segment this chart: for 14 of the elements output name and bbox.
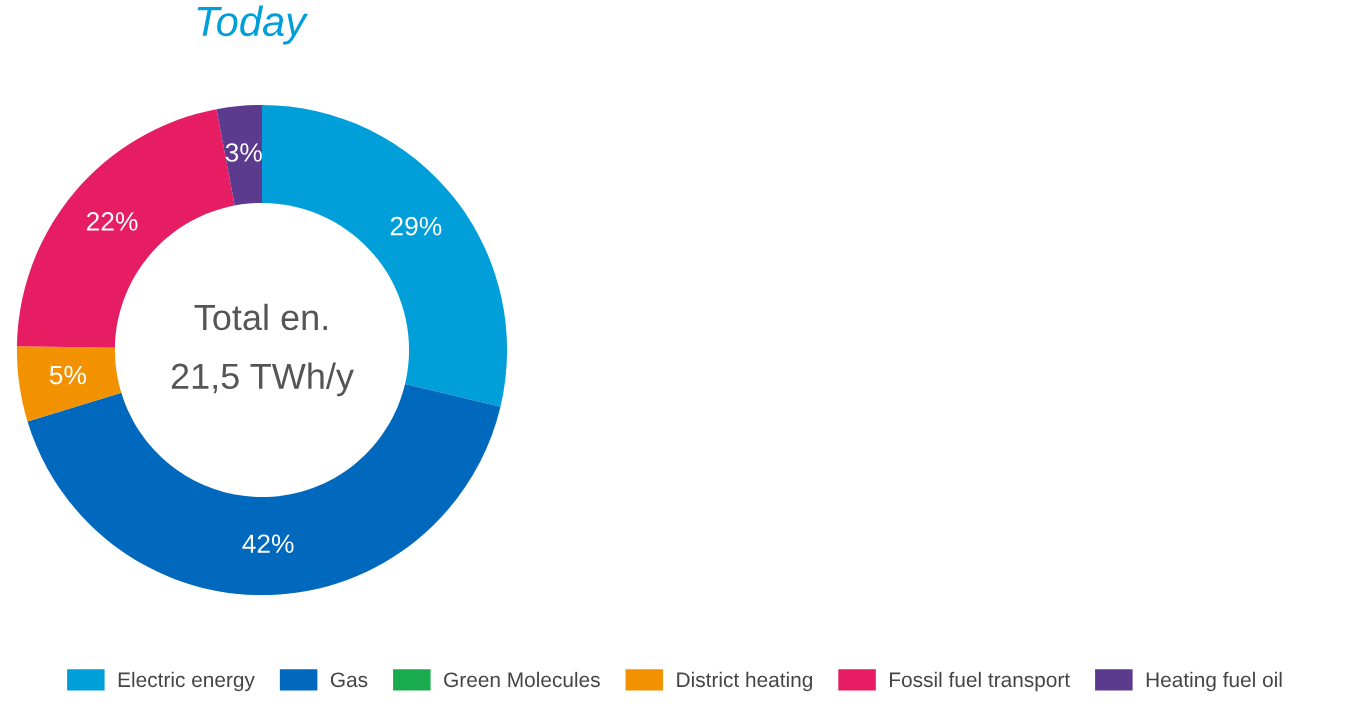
legend-label: Heating fuel oil: [1146, 671, 1282, 692]
legend-label: Gas: [330, 672, 368, 688]
data-label: 3%: [225, 143, 262, 162]
text: 21,5 TWh/y: [171, 362, 354, 397]
legend-label: Electric energy: [118, 671, 255, 692]
data-label: 42%: [242, 534, 294, 553]
chart-title: Today: [197, 5, 309, 45]
legend-label: Green Molecules: [444, 671, 600, 688]
data-label: 22%: [86, 212, 138, 231]
legend-label: District heating: [677, 671, 812, 692]
text: Total en.: [194, 303, 327, 331]
data-label: 29%: [390, 216, 442, 236]
data-label: 5%: [49, 365, 86, 385]
legend-label: Fossil fuel transport: [890, 671, 1070, 692]
